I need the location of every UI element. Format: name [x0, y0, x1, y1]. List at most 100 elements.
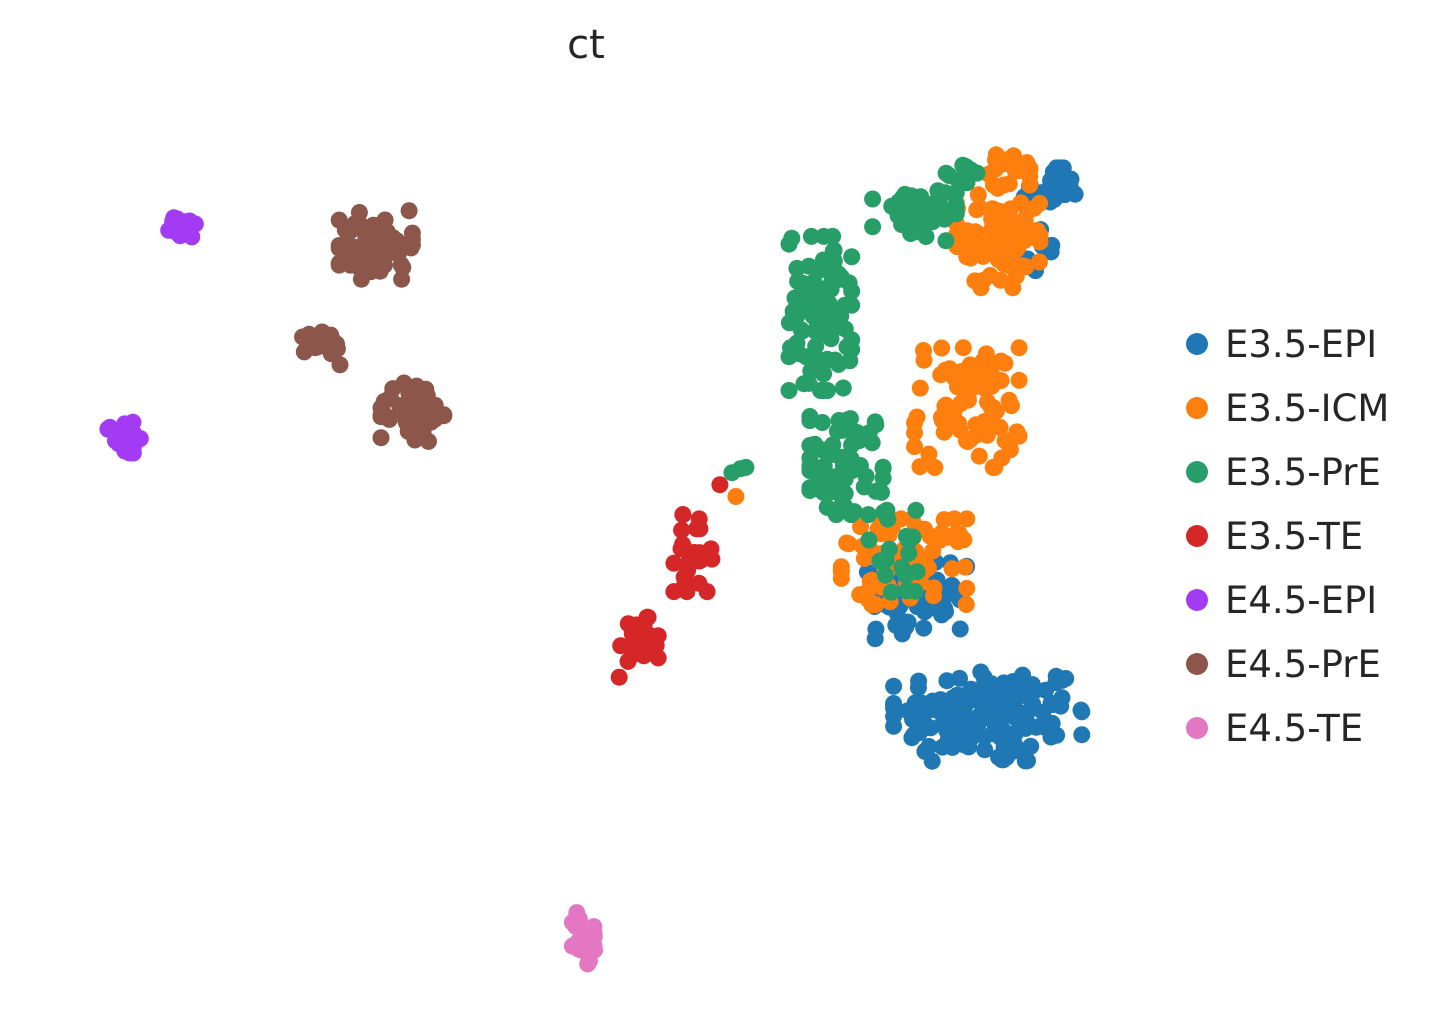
data-point — [993, 449, 1011, 467]
data-point — [832, 268, 850, 286]
data-point — [892, 206, 910, 224]
data-point — [372, 429, 390, 447]
data-point — [993, 751, 1011, 769]
data-point — [395, 398, 412, 416]
data-point — [306, 339, 324, 357]
data-point — [804, 307, 822, 325]
data-point — [892, 510, 910, 528]
data-point — [372, 408, 390, 426]
data-point — [1042, 243, 1060, 261]
data-point — [975, 413, 993, 431]
legend-label: E4.5-EPI — [1225, 579, 1377, 622]
data-point — [1031, 227, 1049, 245]
data-point — [947, 196, 965, 214]
data-point — [957, 158, 975, 176]
data-point — [800, 257, 818, 275]
data-point — [997, 228, 1015, 245]
data-point — [960, 738, 978, 756]
data-point — [966, 233, 984, 251]
data-point — [875, 503, 893, 521]
data-point — [912, 191, 930, 209]
data-point — [711, 476, 729, 494]
data-point — [832, 475, 850, 492]
data-point — [400, 202, 418, 220]
data-point — [955, 531, 973, 549]
data-point — [563, 913, 581, 931]
data-point — [915, 619, 933, 637]
data-point — [834, 379, 852, 397]
data-point — [1010, 339, 1028, 357]
data-point — [337, 235, 354, 253]
data-point — [910, 672, 928, 690]
data-point — [421, 403, 439, 420]
data-point — [408, 396, 426, 414]
data-point — [780, 235, 798, 253]
data-point — [885, 717, 903, 735]
data-point — [968, 201, 986, 219]
data-point — [926, 194, 944, 212]
data-point — [678, 583, 696, 601]
data-point — [951, 620, 969, 638]
data-point — [182, 215, 200, 233]
data-point — [948, 721, 966, 739]
data-point — [906, 424, 923, 442]
data-point — [848, 424, 866, 441]
data-point — [893, 558, 911, 576]
data-point — [840, 535, 858, 553]
data-point — [727, 488, 745, 505]
data-point — [1010, 371, 1028, 389]
data-point — [800, 374, 818, 392]
series-E3.5-PrE — [723, 156, 986, 601]
data-point — [873, 483, 890, 501]
data-point — [832, 569, 850, 587]
legend-item: E3.5-EPI — [1186, 323, 1377, 366]
legend: E3.5-EPI E3.5-ICM E3.5-PrE E3.5-TE E4.5-EPI E… — [1186, 323, 1389, 750]
data-point — [1062, 180, 1080, 197]
data-point — [897, 527, 915, 545]
data-point — [882, 583, 900, 601]
data-point — [801, 462, 819, 480]
data-point — [898, 582, 915, 600]
data-point — [825, 241, 843, 259]
data-point — [859, 591, 877, 608]
data-point — [1009, 741, 1027, 759]
data-point — [920, 738, 938, 755]
data-point — [876, 566, 894, 584]
legend-label: E3.5-PrE — [1225, 451, 1381, 494]
data-point — [859, 506, 877, 524]
data-point — [932, 700, 950, 718]
series-E4.5-TE — [563, 904, 604, 973]
data-point — [822, 280, 840, 298]
data-point — [435, 406, 453, 424]
data-point — [958, 579, 976, 597]
data-point — [636, 637, 654, 655]
data-point — [1006, 161, 1024, 179]
data-point — [801, 449, 819, 467]
data-point — [1053, 671, 1071, 689]
data-point — [384, 380, 402, 398]
legend-item: E3.5-TE — [1186, 515, 1363, 558]
series-E4.5-EPI — [99, 209, 204, 462]
data-point — [867, 620, 885, 638]
data-point — [943, 576, 961, 594]
legend-label: E3.5-TE — [1225, 515, 1363, 558]
legend-label: E4.5-PrE — [1225, 643, 1381, 686]
data-point — [116, 428, 134, 445]
data-point — [970, 447, 988, 465]
data-point — [843, 462, 861, 479]
data-point — [797, 348, 815, 366]
legend-item: E3.5-PrE — [1186, 451, 1381, 494]
data-point — [920, 445, 938, 463]
data-point — [815, 365, 833, 383]
data-point — [864, 218, 882, 236]
data-point — [780, 382, 798, 399]
data-point — [954, 339, 972, 357]
data-point — [789, 272, 807, 290]
data-point — [845, 503, 863, 521]
data-point — [787, 291, 805, 309]
data-point — [821, 312, 839, 330]
data-point — [703, 550, 721, 568]
data-point — [972, 279, 990, 297]
data-point — [863, 571, 881, 589]
data-point — [926, 459, 944, 476]
